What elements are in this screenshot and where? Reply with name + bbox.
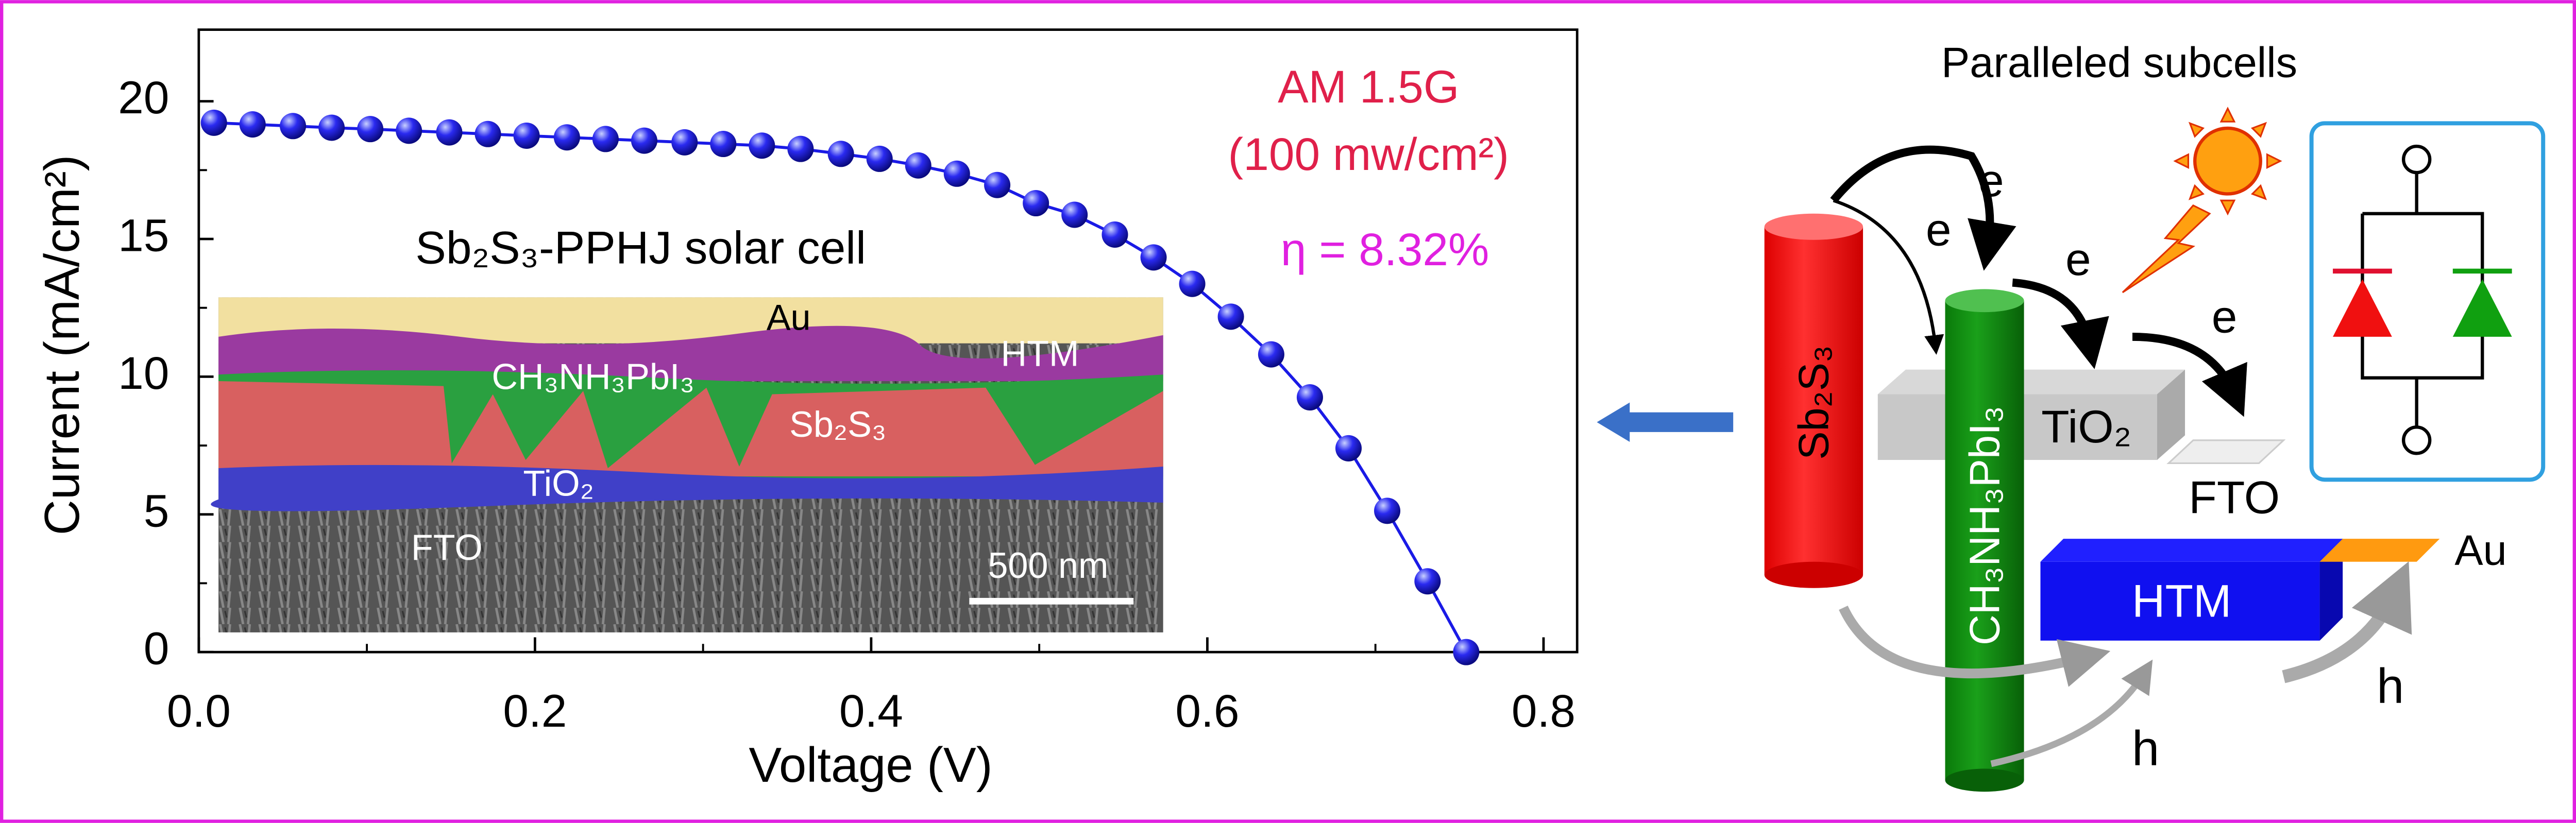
inset-label: CH₃NH₃PbI₃ <box>492 356 694 397</box>
data-point <box>631 127 657 154</box>
x-tick-label: 0.6 <box>1175 685 1239 736</box>
data-point <box>671 129 698 156</box>
inset-label: Sb₂S₃ <box>789 404 886 444</box>
y-tick-label: 15 <box>118 210 169 261</box>
data-point <box>200 109 227 136</box>
data-point <box>553 124 580 151</box>
inset-label: TiO₂ <box>523 463 594 504</box>
y-tick-label: 5 <box>144 485 170 536</box>
data-point <box>436 119 463 146</box>
data-point <box>943 160 970 187</box>
y-tick-label: 20 <box>118 72 169 123</box>
electron-label: e <box>2065 233 2091 285</box>
data-point <box>1101 221 1128 248</box>
layer-label: FTO <box>2189 471 2280 523</box>
diagram-title: Paralleled subcells <box>1941 39 2297 87</box>
data-point <box>280 113 307 140</box>
hole-label: h <box>2377 659 2404 714</box>
x-tick-label: 0.2 <box>503 685 567 736</box>
plot-frame <box>197 28 1579 654</box>
data-point <box>318 114 345 141</box>
x-axis-label: Voltage (V) <box>749 738 992 793</box>
inset-title: Sb₂S₃-PPHJ solar cell <box>415 222 866 273</box>
layer-label: TiO₂ <box>2041 401 2131 452</box>
data-point <box>827 141 854 167</box>
x-tick-label: 0.8 <box>1512 685 1575 736</box>
y-axis-label: Current (mA/cm²) <box>35 155 90 536</box>
hole-label: h <box>2377 659 2404 714</box>
data-point <box>1023 190 1049 217</box>
device-structure <box>1764 213 2440 792</box>
inset-label: Au <box>767 297 811 338</box>
hole-label: h <box>2132 721 2159 776</box>
data-point <box>1414 568 1441 595</box>
data-point <box>1296 384 1323 411</box>
annotation: AM 1.5G <box>1278 61 1459 112</box>
data-point <box>787 135 814 162</box>
layer-label: Sb₂S₃ <box>1790 345 1838 460</box>
data-point <box>1453 639 1480 665</box>
data-point <box>866 145 893 172</box>
layer-label: Au <box>2454 526 2506 574</box>
data-point <box>1061 201 1088 228</box>
electron-label: e <box>2212 291 2238 342</box>
data-point <box>357 116 384 143</box>
data-point <box>1140 244 1167 271</box>
data-point <box>1258 341 1284 368</box>
inset-label: HTM <box>1001 333 1079 374</box>
data-point <box>513 122 540 149</box>
data-point <box>749 132 775 159</box>
sun <box>2122 107 2282 294</box>
sem-inset <box>211 297 1163 632</box>
data-point <box>1335 435 1362 461</box>
annotation: η = 8.32% <box>1281 224 1489 275</box>
y-tick-label: 0 <box>144 623 170 674</box>
data-point <box>984 172 1011 198</box>
x-tick-label: 0.0 <box>167 685 231 736</box>
data-point <box>905 152 931 179</box>
data-point <box>592 126 619 152</box>
layer-label: HTM <box>2132 575 2231 626</box>
circuit <box>2309 121 2546 482</box>
electron-label: e <box>1978 155 2004 206</box>
plot: 0.0 0.2 0.4 0.6 0.8 0 5 10 15 20 <box>118 72 1575 736</box>
data-point <box>1179 270 1206 297</box>
inset-label: FTO <box>411 527 483 568</box>
x-tick-label: 0.4 <box>839 685 903 736</box>
scale-bar-label: 500 nm <box>988 545 1108 586</box>
data-point <box>710 131 737 158</box>
data-point <box>239 111 266 138</box>
layer-label: CH₃NH₃PbI₃ <box>1960 406 2008 645</box>
charge-arrows <box>1830 145 2412 767</box>
data-point <box>474 121 501 147</box>
electron-label: e <box>1926 204 1952 255</box>
annotation: (100 mw/cm²) <box>1228 128 1509 180</box>
y-tick-label: 10 <box>118 347 169 399</box>
data-point <box>1374 498 1401 524</box>
data-point <box>1217 303 1244 330</box>
data-point <box>396 117 422 144</box>
